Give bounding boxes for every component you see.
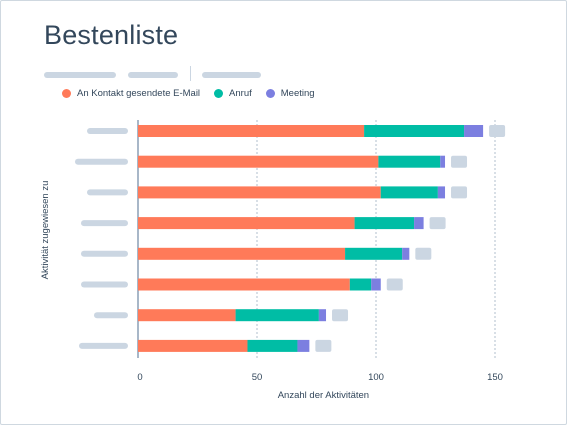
bar-segment-call	[364, 125, 465, 137]
y-axis-label: Aktivität zugewiesen zu	[40, 181, 51, 280]
bar-segment-meeting	[440, 155, 446, 168]
total-value-placeholder	[489, 125, 506, 137]
x-tick-label: 50	[252, 372, 263, 383]
total-value-placeholder	[386, 278, 403, 291]
bar-segment-email	[138, 278, 350, 291]
bar-row	[94, 309, 349, 322]
bar-row	[87, 186, 468, 199]
x-tick-label: 0	[137, 372, 142, 383]
bar-segment-email	[138, 339, 248, 352]
legend-label-email: An Kontakt gesendete E-Mail	[77, 88, 201, 99]
bar-rows	[75, 125, 506, 352]
legend-swatch-email	[62, 89, 71, 98]
filter-divider	[190, 66, 191, 81]
bar-segment-meeting	[318, 309, 327, 322]
category-label-placeholder	[94, 312, 128, 319]
category-label-placeholder	[79, 342, 128, 349]
bar-segment-email	[138, 309, 236, 322]
bar-segment-call	[345, 247, 403, 260]
bar-row	[75, 155, 468, 168]
filter-placeholder-2[interactable]	[128, 72, 178, 78]
bar-row	[81, 217, 446, 230]
bar-row	[81, 278, 403, 291]
bar-segment-email	[138, 217, 355, 230]
x-tick-label: 100	[368, 372, 384, 383]
bar-segment-call	[235, 309, 319, 322]
legend-swatch-meeting	[265, 89, 275, 98]
bar-row	[87, 125, 506, 137]
x-tick-label: 150	[487, 372, 503, 383]
bar-segment-email	[138, 247, 346, 260]
bar-segment-email	[138, 186, 381, 199]
x-axis-label: Anzahl der Aktivitäten	[278, 390, 369, 401]
page-title: Bestenliste	[44, 20, 179, 50]
x-tick-labels: 0 50 100 150	[137, 372, 503, 383]
filter-placeholder-3[interactable]	[202, 72, 261, 78]
legend-item-email[interactable]: An Kontakt gesendete E-Mail	[62, 88, 200, 99]
bar-segment-meeting	[414, 217, 424, 230]
bar-segment-call	[378, 155, 441, 168]
bar-segment-email	[138, 155, 379, 168]
bar-segment-call	[354, 217, 415, 230]
bar-segment-call	[349, 278, 372, 291]
bar-segment-meeting	[464, 125, 484, 137]
bar-segment-call	[247, 339, 298, 352]
bar-segment-meeting	[437, 186, 446, 199]
category-label-placeholder	[81, 250, 128, 257]
category-label-placeholder	[81, 281, 128, 288]
total-value-placeholder	[451, 155, 468, 168]
legend-item-call[interactable]: Anruf	[214, 88, 252, 99]
bar-segment-meeting	[297, 339, 310, 352]
total-value-placeholder	[332, 309, 349, 322]
chart-legend: An Kontakt gesendete E-Mail Anruf Meetin…	[62, 88, 315, 99]
total-value-placeholder	[315, 339, 332, 352]
bar-segment-meeting	[371, 278, 381, 291]
legend-swatch-call	[214, 89, 224, 98]
category-label-placeholder	[87, 189, 128, 196]
category-label-placeholder	[81, 220, 128, 227]
bar-segment-call	[380, 186, 438, 199]
category-label-placeholder	[75, 158, 128, 165]
bar-segment-email	[138, 125, 365, 137]
bar-row	[81, 247, 432, 260]
bar-row	[79, 339, 332, 352]
legend-item-meeting[interactable]: Meeting	[265, 88, 315, 99]
bar-segment-meeting	[402, 247, 410, 260]
total-value-placeholder	[429, 217, 446, 230]
legend-label-call: Anruf	[229, 88, 252, 99]
category-label-placeholder	[87, 128, 128, 134]
filter-placeholder-1[interactable]	[44, 72, 116, 78]
total-value-placeholder	[451, 186, 468, 199]
total-value-placeholder	[415, 247, 432, 260]
legend-label-meeting: Meeting	[280, 88, 315, 99]
